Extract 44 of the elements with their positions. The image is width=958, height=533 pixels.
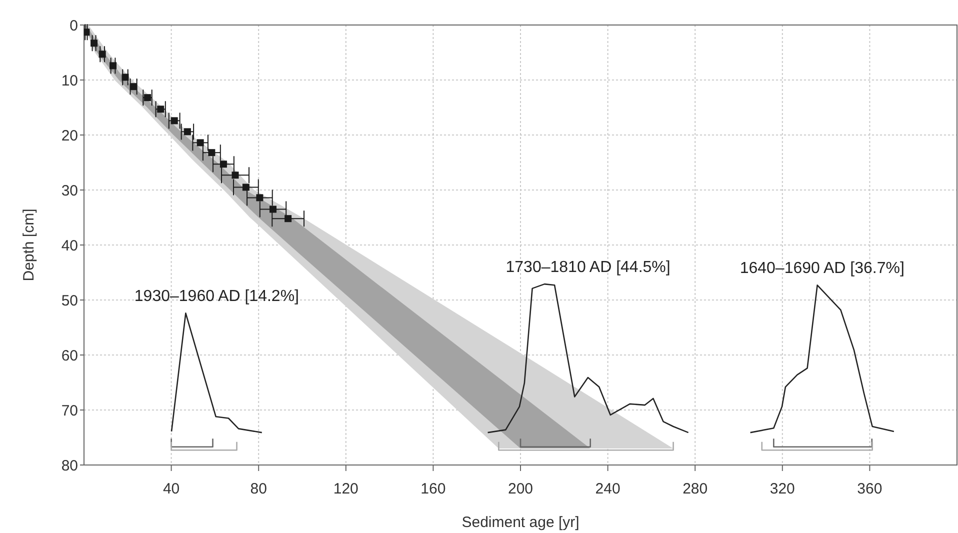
point [220, 160, 227, 168]
point [157, 106, 164, 113]
point [170, 117, 178, 124]
x-axis-title: Sediment age [yr] [462, 514, 580, 531]
line-series [487, 283, 689, 434]
point [270, 206, 277, 213]
point [196, 139, 204, 146]
point [242, 184, 250, 191]
point [98, 50, 106, 58]
y-tick-label: 10 [61, 72, 78, 90]
y-tick-label: 20 [61, 127, 78, 144]
annotation: 1640–1690 AD [36.7%] [740, 260, 904, 278]
y-tick-label: 30 [61, 182, 78, 200]
line-series [170, 312, 263, 434]
point [256, 194, 264, 202]
line-series [750, 284, 895, 434]
y-tick-label: 70 [61, 402, 78, 420]
point [184, 128, 191, 136]
x-tick-label: 320 [770, 480, 795, 498]
point [90, 40, 98, 47]
x-tick-label: 240 [595, 480, 620, 498]
y-tick-label: 60 [61, 347, 78, 364]
point [84, 28, 90, 36]
x-tick-label: 160 [420, 480, 446, 498]
x-tick-label: 80 [250, 480, 267, 498]
point [130, 83, 138, 90]
y-tick-label: 80 [61, 457, 78, 474]
point [232, 172, 239, 179]
point [284, 215, 292, 222]
x-tick-label: 200 [508, 480, 534, 498]
point [144, 94, 152, 102]
y-tick-label: 50 [61, 292, 78, 310]
annotation: 1930–1960 AD [14.2%] [134, 288, 299, 306]
point [208, 149, 216, 156]
x-tick-label: 360 [857, 480, 882, 498]
x-tick-label: 280 [682, 480, 708, 498]
annotation: 1730–1810 AD [44.5%] [506, 259, 670, 276]
point [122, 74, 129, 81]
y-tick-label: 40 [61, 237, 78, 254]
y-tick-label: 0 [70, 17, 78, 34]
x-tick-label: 120 [333, 480, 358, 498]
x-tick-label: 40 [162, 480, 180, 498]
y-axis-title: Depth [cm] [20, 208, 38, 282]
point [110, 62, 117, 70]
